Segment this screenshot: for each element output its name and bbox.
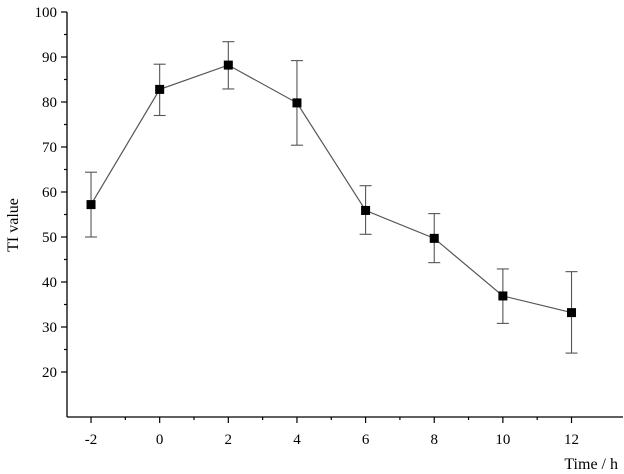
x-tick-label-2: 2 bbox=[225, 432, 233, 448]
x-tick-label-0: 0 bbox=[156, 432, 164, 448]
y-axis-title: TI value bbox=[5, 198, 22, 252]
y-tick-label-60: 60 bbox=[42, 185, 57, 201]
data-point-3 bbox=[292, 98, 302, 108]
data-point-2 bbox=[223, 60, 233, 70]
series bbox=[90, 64, 572, 314]
y-tick-label-50: 50 bbox=[42, 230, 57, 246]
y-tick-label-40: 40 bbox=[42, 275, 57, 291]
axes bbox=[66, 12, 623, 418]
ticks: 20 30 40 50 60 70 80 90 100 -2 0 2 4 6 8 10 12 bbox=[35, 5, 580, 448]
x-tick-label-12: 12 bbox=[564, 432, 579, 448]
data-point-7 bbox=[567, 308, 577, 318]
data-point-6 bbox=[498, 291, 508, 301]
x-tick-label-10: 10 bbox=[495, 432, 510, 448]
y-tick-label-30: 30 bbox=[42, 320, 57, 336]
y-tick-label-100: 100 bbox=[35, 5, 58, 21]
x-tick-label-4: 4 bbox=[293, 432, 301, 448]
x-tick-label-8: 8 bbox=[430, 432, 438, 448]
x-axis-title: Time / h bbox=[564, 456, 618, 473]
data-point-4 bbox=[361, 205, 371, 215]
y-tick-label-80: 80 bbox=[42, 95, 57, 111]
data-point-5 bbox=[429, 233, 439, 243]
y-tick-label-70: 70 bbox=[42, 140, 57, 156]
y-tick-label-90: 90 bbox=[42, 50, 57, 66]
data-point-0 bbox=[86, 200, 96, 210]
series-line-0 bbox=[90, 64, 572, 314]
x-tick-label-6: 6 bbox=[362, 432, 370, 448]
y-tick-label-20: 20 bbox=[42, 365, 57, 381]
data-point-1 bbox=[155, 84, 165, 94]
markers bbox=[86, 60, 577, 318]
x-tick-label--2: -2 bbox=[85, 432, 98, 448]
